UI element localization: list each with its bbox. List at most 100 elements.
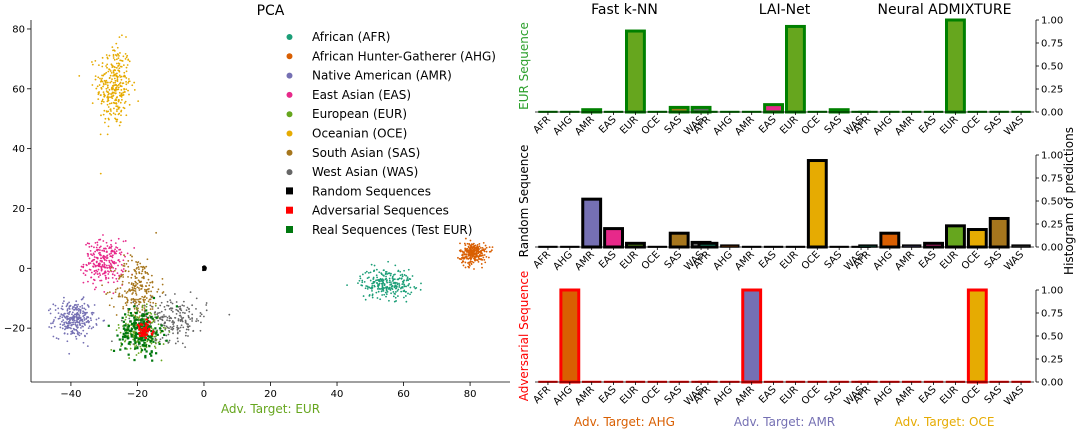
point	[171, 307, 174, 310]
y-tick-label: 1.00	[1041, 286, 1063, 297]
point	[150, 329, 153, 333]
point	[363, 280, 366, 283]
point	[397, 288, 400, 291]
point	[90, 271, 93, 274]
point	[146, 271, 149, 274]
point	[111, 273, 114, 276]
point	[114, 117, 116, 120]
point	[163, 333, 166, 337]
point	[68, 307, 71, 309]
x-tick-label: 20	[264, 389, 277, 400]
point	[464, 255, 467, 258]
x-tick-label: SAS	[823, 384, 845, 406]
point	[154, 304, 157, 307]
point	[170, 309, 173, 312]
point	[89, 317, 92, 320]
point	[157, 307, 160, 310]
point	[58, 317, 61, 320]
point	[104, 266, 107, 269]
point	[136, 307, 138, 310]
point	[177, 305, 180, 308]
point	[72, 321, 75, 324]
point	[157, 323, 160, 326]
point	[191, 317, 194, 320]
column-title: LAI-Net	[759, 2, 811, 18]
point	[113, 49, 115, 52]
point	[136, 323, 140, 326]
point	[108, 253, 111, 256]
point	[372, 282, 375, 284]
point	[120, 275, 123, 278]
point	[481, 266, 483, 269]
point	[153, 335, 156, 338]
bar	[603, 227, 624, 249]
point	[53, 319, 55, 321]
point	[108, 88, 111, 91]
point	[140, 334, 143, 337]
point	[182, 326, 185, 329]
point	[483, 259, 486, 261]
point	[131, 286, 134, 289]
point	[133, 89, 136, 91]
point	[114, 291, 117, 294]
y-tick-label: 80	[12, 24, 25, 35]
point	[161, 283, 164, 286]
point	[127, 328, 130, 331]
point	[147, 290, 150, 293]
point	[66, 315, 69, 318]
point	[102, 74, 105, 77]
point	[104, 271, 107, 274]
point	[149, 339, 152, 343]
point	[108, 259, 111, 262]
point	[129, 347, 132, 350]
point	[106, 86, 109, 89]
point	[96, 248, 99, 251]
point	[84, 311, 87, 314]
point	[133, 343, 136, 346]
point	[122, 320, 125, 323]
point	[471, 260, 474, 263]
point	[188, 325, 191, 328]
point	[145, 318, 148, 321]
point	[93, 304, 96, 306]
point	[65, 322, 68, 324]
point	[110, 348, 113, 351]
point	[114, 81, 117, 84]
y-tick-label: 60	[12, 84, 25, 95]
point	[121, 280, 124, 283]
point	[123, 91, 126, 93]
point	[152, 301, 155, 304]
point	[382, 274, 384, 277]
point	[105, 65, 107, 67]
point	[379, 298, 382, 301]
point	[114, 79, 117, 82]
point	[127, 324, 130, 328]
point	[140, 265, 143, 268]
y-tick-label: 1.00	[1041, 16, 1063, 27]
point	[106, 81, 109, 84]
point	[122, 327, 126, 330]
point	[174, 342, 177, 345]
point	[419, 288, 422, 291]
point	[130, 322, 134, 325]
point	[126, 300, 129, 303]
point	[391, 275, 394, 278]
point	[126, 64, 129, 66]
point	[143, 341, 146, 344]
x-tick-label: −40	[60, 389, 81, 400]
point	[127, 260, 130, 262]
point	[396, 295, 399, 297]
point	[381, 284, 384, 287]
point	[165, 339, 168, 342]
point	[119, 76, 122, 78]
point	[60, 307, 63, 310]
point	[124, 270, 127, 273]
point	[101, 100, 104, 102]
point	[63, 323, 66, 326]
point	[150, 342, 153, 345]
point	[195, 307, 197, 310]
point	[120, 251, 123, 254]
point	[458, 257, 461, 260]
point	[171, 302, 174, 305]
point	[397, 270, 400, 273]
